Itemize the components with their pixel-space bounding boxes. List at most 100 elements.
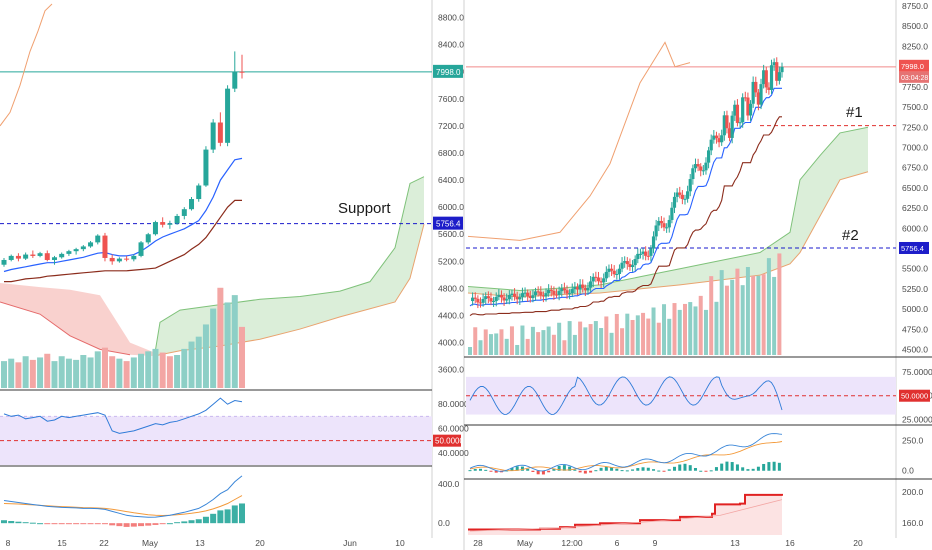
candle-body [675,192,679,197]
volume-bar [80,355,87,388]
volume-bar [588,324,593,355]
y-tick-label: 6250.0 [902,203,928,213]
candle-body [701,170,705,172]
volume-bar [231,295,238,388]
macd-histogram-bar [646,467,650,471]
macd-histogram-bar [652,469,656,471]
volume-bar [593,321,598,355]
volume-bar [557,322,562,355]
candle-body [691,168,695,180]
candle-body [167,223,173,225]
x-tick-label: 15 [57,538,67,548]
y-tick-label: 60.0000 [438,424,469,434]
volume-bar [641,312,646,355]
macd-histogram-bar [101,523,108,525]
macd-histogram-bar [541,470,545,475]
candle-body [615,273,619,275]
macd-histogram-bar [678,464,682,471]
macd-histogram-bar [116,523,123,527]
current-price-tag [899,59,929,72]
candle-body [552,290,556,295]
candle-body [620,262,624,269]
macd-histogram-bar [174,522,181,524]
macd-histogram-bar [536,470,540,475]
macd-histogram-bar [604,466,608,471]
macd-histogram-bar [583,470,587,474]
candle-body [562,288,566,291]
macd-histogram-bar [573,469,577,471]
kijun-sen-line [469,116,782,317]
macd-histogram-bar [188,520,195,524]
y-tick-label: 4400.0 [438,311,464,321]
candle-body [688,179,692,192]
x-tick-label: 28 [473,538,483,548]
macd-histogram-bar [777,462,781,471]
y-tick-label: 5000.0 [902,304,928,314]
macd-histogram-bar [673,466,677,471]
volume-bar [217,287,224,388]
candle-body [659,220,663,224]
rsi-level-tag-text: 50.0000 [435,437,464,446]
macd-histogram-bar [772,461,776,471]
right-chart-area[interactable]: 8750.08500.08250.08000.07750.07500.07250… [463,0,932,550]
candle-body [657,220,661,226]
macd-histogram-bar [730,462,734,471]
volume-bar [672,303,677,355]
candle-body [131,255,137,260]
macd-histogram-bar [510,467,514,471]
candle-body [769,65,774,90]
candle-body [717,138,721,143]
candle-body [499,294,504,298]
y-tick-label: 5600.0 [438,229,464,239]
left-chart-area[interactable]: 8800.08400.08000.07600.07200.06800.06400… [0,0,469,548]
macd-histogram-bar [526,468,530,471]
volume-bar [473,327,478,355]
candle-body [152,222,158,235]
macd-histogram-bar [489,470,493,472]
volume-bar [73,359,80,388]
volume-bar [468,347,472,355]
x-tick-label: Jun [343,538,357,548]
rsi-level-tag [433,434,461,447]
volume-bar [693,306,698,355]
candle-body [764,70,768,88]
y-tick-label: 0.0 [902,466,914,476]
y-tick-label: 200.0 [902,487,924,497]
x-tick-label: May [142,538,159,548]
candle-body [759,84,763,105]
x-tick-label: 13 [195,538,205,548]
macd-histogram-bar [468,470,472,472]
volume-bar [562,340,567,355]
volume-bar [745,267,750,355]
macd-histogram-bar [166,523,173,525]
volume-bar [525,338,530,355]
volume-bar [688,302,693,355]
macd-histogram-bar [615,468,619,471]
macd-histogram-bar [751,468,755,471]
macd-histogram-bar [109,523,116,526]
volume-bar [656,322,661,355]
volume-bar [761,274,766,355]
volume-bar [651,307,656,355]
candle-body [641,251,645,254]
volume-bar [58,356,65,388]
volume-bar [123,361,130,388]
candle-body [636,253,640,260]
candle-body [741,97,745,123]
y-tick-label: 6800.0 [438,148,464,158]
y-tick-label: 6000.0 [902,223,928,233]
candle-body [505,299,509,301]
candle-body [667,219,671,228]
y-tick-label: 7750.0 [902,82,928,92]
candle-body [109,257,115,262]
macd-histogram-bar [589,470,593,473]
candle-body [712,135,716,140]
y-tick-label: 8250.0 [902,41,928,51]
macd-histogram-bar [578,470,582,473]
candle-body [599,281,603,283]
candle-body [733,104,737,116]
indicator-step-line [468,493,783,531]
volume-bar [509,326,514,355]
support-price-tag-text: 5756.4 [436,220,461,229]
volume-bar [44,353,51,388]
